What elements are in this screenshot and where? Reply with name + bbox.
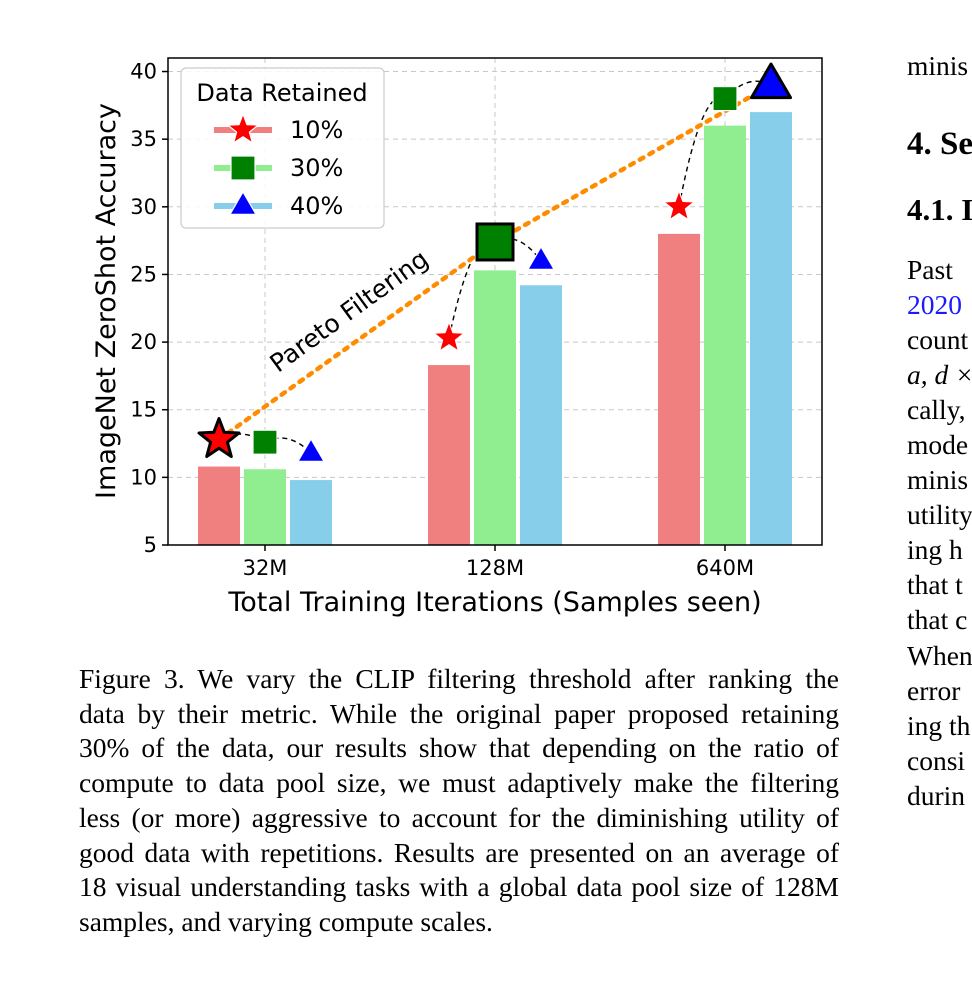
- section-heading: 4. Se: [907, 126, 972, 162]
- body-line: ing h: [907, 534, 963, 565]
- figure-caption: Figure 3. We vary the CLIP filtering thr…: [79, 662, 839, 940]
- citation-link[interactable]: 2020: [907, 289, 962, 320]
- legend-title: Data Retained: [196, 79, 367, 107]
- body-line: consi: [907, 745, 966, 776]
- legend-star-icon: [227, 113, 259, 144]
- legend-entries: 10% 30% 40%: [214, 113, 343, 220]
- bar-10pct-32M: [198, 466, 240, 545]
- x-tick-label: 32M: [243, 556, 288, 580]
- caption-line: good data with repetitions. Results are …: [79, 836, 839, 868]
- body-line: minis: [907, 464, 969, 495]
- body-line: ing th: [907, 710, 971, 741]
- legend: Data Retained 10% 30% 40%: [180, 67, 385, 229]
- body-line: cally,: [907, 394, 966, 425]
- y-tick-label: 5: [144, 533, 157, 557]
- star-marker-10pct-32M: [197, 417, 241, 458]
- body-line: error: [907, 675, 961, 706]
- square-marker-30pct-32M: [252, 429, 278, 455]
- ticks: 5 10 15 20 25 30 35 40 32M 128M 640M: [130, 60, 754, 580]
- bar-30pct-32M: [244, 469, 286, 545]
- square-marker-30pct-128M: [475, 222, 515, 262]
- caption-line: Figure 3. We vary the CLIP filtering thr…: [79, 663, 839, 694]
- subsection-heading: 4.1. I: [907, 192, 972, 227]
- body-line: Past: [907, 254, 953, 285]
- body-line: durin: [907, 780, 966, 811]
- y-tick-label: 30: [130, 195, 157, 219]
- legend-label: 30%: [290, 154, 343, 182]
- bar-30pct-128M: [474, 270, 516, 545]
- triangle-marker-40pct-128M: [527, 246, 555, 270]
- markers: [197, 62, 793, 463]
- caption-line: 30% of the data, our results show that d…: [79, 732, 839, 764]
- star-marker-10pct-640M: [663, 190, 695, 221]
- body-line: utility: [907, 499, 972, 530]
- bars: [198, 112, 792, 545]
- body-line-math: a, d ×: [907, 359, 972, 390]
- y-axis-label: ImageNet ZeroShot Accuracy: [91, 103, 122, 499]
- legend-triangle-icon: [229, 191, 257, 215]
- x-tick-label: 640M: [696, 556, 754, 580]
- x-axis-label: Total Training Iterations (Samples seen): [227, 587, 761, 618]
- y-tick-label: 25: [130, 262, 157, 286]
- legend-square-icon: [230, 155, 256, 181]
- bar-40pct-640M: [750, 112, 792, 545]
- y-tick-label: 40: [130, 60, 157, 84]
- y-tick-label: 10: [130, 465, 157, 489]
- square-marker-30pct-640M: [712, 85, 738, 112]
- legend-label: 10%: [290, 116, 343, 144]
- bar-40pct-32M: [290, 480, 332, 545]
- caption-line: 18 visual understanding tasks with a glo…: [79, 871, 839, 903]
- bar-10pct-640M: [658, 233, 700, 545]
- triangle-marker-40pct-640M: [749, 62, 793, 100]
- caption-line: data by their metric. While the original…: [79, 697, 839, 729]
- x-tick-label: 128M: [466, 556, 524, 580]
- legend-label: 40%: [290, 192, 343, 220]
- legend-box: [180, 67, 385, 229]
- body-line: When: [907, 640, 972, 671]
- bar-40pct-128M: [520, 285, 562, 545]
- triangle-marker-40pct-32M: [297, 438, 325, 463]
- caption-line: samples, and varying compute scales.: [79, 905, 493, 937]
- caption-line: compute to data pool size, we must adapt…: [79, 767, 839, 799]
- body-line: that c: [907, 604, 968, 635]
- y-tick-label: 15: [130, 398, 157, 422]
- body-line: mode: [907, 429, 969, 460]
- body-line: that t: [907, 569, 963, 600]
- right-column-text: minis 4. Se 4.1. I Past 2020 count a, d …: [907, 0, 972, 991]
- right-column-top-text: minis: [907, 50, 969, 81]
- body-line: count: [907, 324, 969, 355]
- star-marker-10pct-128M: [433, 321, 465, 352]
- bar-30pct-640M: [704, 125, 746, 545]
- y-tick-label: 20: [130, 330, 157, 354]
- y-tick-label: 35: [130, 127, 157, 151]
- caption-line: less (or more) aggressive to account for…: [79, 801, 839, 833]
- bar-10pct-128M: [428, 365, 470, 545]
- figure-3-chart: 5 10 15 20 25 30 35 40 32M 128M 640M Pareto Filter…: [91, 57, 823, 618]
- annotation-pareto-filtering: Pareto Filtering: [264, 244, 433, 378]
